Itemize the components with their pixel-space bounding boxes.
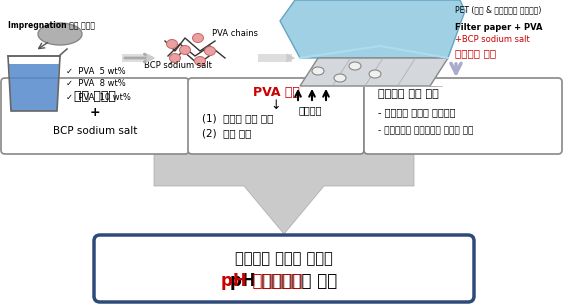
Ellipse shape <box>166 39 177 48</box>
Ellipse shape <box>179 46 190 54</box>
Polygon shape <box>280 0 465 58</box>
Ellipse shape <box>334 74 346 82</box>
FancyBboxPatch shape <box>94 235 474 302</box>
Text: 필터 페이퍼: 필터 페이퍼 <box>74 91 116 103</box>
Text: ✓  PVA  8 wt%: ✓ PVA 8 wt% <box>66 80 126 88</box>
Ellipse shape <box>204 47 215 55</box>
Text: Impregnation 필터 페이퍼: Impregnation 필터 페이퍼 <box>8 21 95 31</box>
Text: Filter paper + PVA: Filter paper + PVA <box>455 24 542 32</box>
Ellipse shape <box>369 70 381 78</box>
Text: 고흡습성 패드: 고흡습성 패드 <box>455 48 496 58</box>
Ellipse shape <box>312 67 324 75</box>
Text: pH 인디케이터 제조: pH 인디케이터 제조 <box>231 272 337 289</box>
Text: - 식품과의 직접적 접촉방지: - 식품과의 직접적 접촉방지 <box>378 108 456 118</box>
Text: PVA 활용: PVA 활용 <box>253 86 299 99</box>
Ellipse shape <box>38 23 82 45</box>
Text: PVA chains: PVA chains <box>212 29 258 39</box>
Text: 고흡습성 소재 적용: 고흡습성 소재 적용 <box>378 89 438 99</box>
Ellipse shape <box>194 57 206 65</box>
Text: (1)  지시약 용출 방지: (1) 지시약 용출 방지 <box>202 113 273 123</box>
Text: - 지표물질과 표시물질의 지속적 접촉: - 지표물질과 표시물질의 지속적 접촉 <box>378 126 473 136</box>
Text: ↓: ↓ <box>271 99 281 112</box>
FancyBboxPatch shape <box>1 78 189 154</box>
Text: +BCP sodium salt: +BCP sodium salt <box>455 35 530 43</box>
Polygon shape <box>122 54 148 62</box>
Polygon shape <box>154 150 414 234</box>
Text: 고흡습성 소재를 활용한: 고흡습성 소재를 활용한 <box>235 252 333 267</box>
Text: 지표물질: 지표물질 <box>298 105 321 115</box>
Polygon shape <box>300 58 448 86</box>
Polygon shape <box>9 64 59 111</box>
Ellipse shape <box>349 62 361 70</box>
FancyBboxPatch shape <box>188 78 364 154</box>
Text: ✓  PVA  5 wt%: ✓ PVA 5 wt% <box>66 66 126 76</box>
Text: PET (수분 & 공기로부터 변색방지): PET (수분 & 공기로부터 변색방지) <box>455 6 541 14</box>
Ellipse shape <box>193 33 203 43</box>
Text: BCP sodium salt: BCP sodium salt <box>53 126 137 136</box>
Text: ✓  PVA  10 wt%: ✓ PVA 10 wt% <box>66 92 131 102</box>
FancyBboxPatch shape <box>364 78 562 154</box>
Polygon shape <box>258 54 292 62</box>
Ellipse shape <box>169 54 181 62</box>
Text: (2)  수분 흡습: (2) 수분 흡습 <box>202 128 252 138</box>
Text: BCP sodium salt: BCP sodium salt <box>144 62 212 70</box>
Text: +: + <box>90 106 101 119</box>
Text: pH 인디케이터: pH 인디케이터 <box>222 272 303 289</box>
